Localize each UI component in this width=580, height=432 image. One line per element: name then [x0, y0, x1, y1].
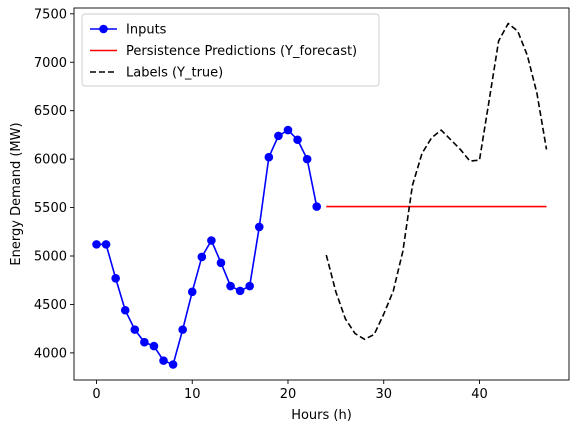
series-point-0 — [101, 240, 111, 249]
y-axis-label: Energy Demand (MW) — [9, 122, 24, 265]
y-tick-label: 6000 — [34, 153, 67, 168]
series-point-0 — [130, 325, 140, 334]
series-point-0 — [111, 273, 120, 283]
legend-box — [81, 13, 380, 87]
series-point-0 — [302, 154, 312, 164]
legend-label-1: Persistence Predictions (Y_forecast) — [126, 44, 357, 59]
series-line-0 — [96, 129, 318, 366]
series-point-0 — [207, 236, 216, 245]
plot-frame — [73, 7, 570, 381]
y-tick-label: 4500 — [34, 298, 67, 313]
x-tick-label: 30 — [375, 387, 392, 402]
series-point-0 — [274, 131, 283, 141]
series-point-0 — [254, 222, 264, 232]
series-point-0 — [197, 252, 207, 262]
series-point-0 — [92, 240, 101, 249]
series-point-0 — [245, 281, 254, 291]
series-point-0 — [140, 337, 149, 347]
series-point-0 — [293, 135, 302, 145]
legend-label-2: Labels (Y_true) — [126, 66, 223, 81]
y-tick-label: 7500 — [34, 7, 67, 22]
y-tick-label: 4000 — [34, 346, 67, 361]
series-point-0 — [264, 152, 274, 162]
y-tick-label: 6500 — [34, 104, 67, 119]
series-point-0 — [120, 305, 130, 315]
legend: Inputs Persistence Predictions (Y_forecas… — [81, 13, 380, 87]
series-point-0 — [159, 356, 168, 365]
series-point-0 — [283, 125, 293, 135]
x-tick-label: 10 — [184, 387, 201, 402]
y-tick-label: 5500 — [34, 201, 67, 216]
series-point-0 — [216, 258, 226, 268]
series-point-0 — [178, 325, 187, 334]
legend-marker-0 — [99, 24, 108, 34]
series-point-0 — [187, 287, 197, 297]
series-point-0 — [235, 286, 245, 296]
x-axis-label: Hours (h) — [291, 408, 352, 423]
x-tick-label: 20 — [280, 387, 297, 402]
series-line-2 — [325, 22, 548, 341]
series-point-0 — [312, 202, 322, 211]
y-tick-label: 5000 — [34, 250, 67, 265]
series-point-0 — [149, 341, 159, 351]
series-point-0 — [226, 281, 235, 291]
y-tick-label: 7000 — [34, 56, 67, 71]
legend-label-0: Inputs — [126, 23, 167, 38]
x-tick-label: 40 — [471, 387, 488, 402]
series-point-0 — [168, 360, 178, 369]
x-tick-label: 0 — [92, 387, 100, 402]
